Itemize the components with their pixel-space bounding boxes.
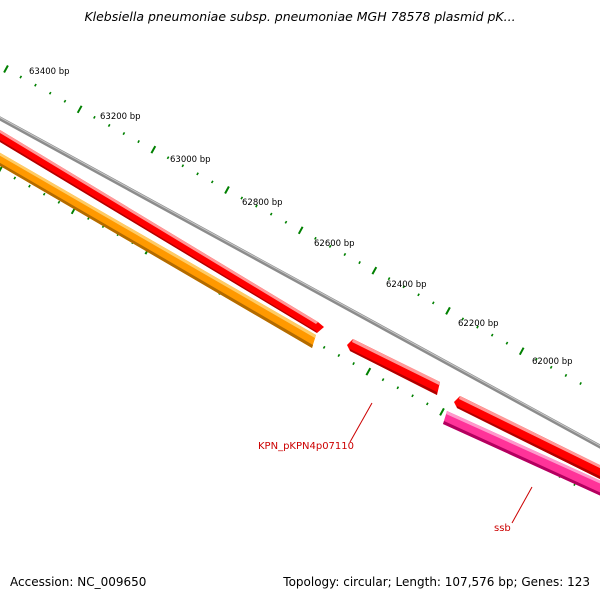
major-tick	[76, 105, 83, 114]
accession-text: Accession: NC_009650	[10, 575, 147, 589]
minor-tick	[240, 196, 244, 200]
minor-tick	[425, 402, 429, 406]
minor-tick	[28, 184, 31, 188]
scale-label-62600: 62600 bp	[314, 239, 355, 249]
minor-tick	[137, 140, 140, 144]
major-tick	[439, 407, 445, 416]
minor-tick	[166, 156, 170, 160]
minor-tick	[431, 301, 435, 305]
minor-tick	[107, 123, 111, 127]
minor-tick	[417, 293, 420, 297]
minor-tick	[564, 373, 568, 377]
minor-tick	[322, 345, 326, 349]
minor-tick	[490, 333, 494, 337]
label-line-KPN-pKPN4p07110	[349, 402, 373, 443]
minor-tick	[328, 244, 332, 248]
major-tick	[297, 226, 304, 235]
scale-label-62200: 62200 bp	[458, 319, 499, 329]
gene-label-KPN-pKPN4p07110: KPN_pKPN4p07110	[258, 441, 354, 452]
minor-tick	[284, 220, 288, 224]
minor-tick	[396, 386, 400, 390]
minor-tick	[337, 353, 341, 357]
minor-tick	[343, 252, 347, 256]
minor-tick	[579, 382, 582, 385]
minor-tick	[535, 357, 538, 361]
minor-tick	[93, 115, 96, 119]
minor-tick	[57, 200, 61, 204]
backbone-line	[0, 116, 600, 449]
major-tick	[371, 266, 378, 275]
scale-label-62000: 62000 bp	[532, 357, 573, 367]
major-tick	[224, 186, 230, 194]
gene-label-ssb: ssb	[494, 523, 511, 534]
scale-label-63200: 63200 bp	[100, 112, 141, 122]
minor-tick	[411, 394, 414, 398]
major-tick	[365, 367, 372, 376]
minor-tick	[476, 325, 479, 329]
gene-orange	[0, 152, 316, 348]
minor-tick	[63, 99, 67, 103]
minor-tick	[181, 164, 185, 168]
minor-tick	[381, 378, 385, 382]
minor-tick	[352, 362, 355, 366]
major-tick	[0, 166, 3, 173]
major-tick	[150, 145, 157, 154]
scale-ticks-outer	[3, 65, 582, 385]
topology-summary: Topology: circular; Length: 107,576 bp; …	[283, 575, 590, 589]
scale-label-62800: 62800 bp	[242, 198, 283, 208]
minor-tick	[461, 317, 465, 321]
minor-tick	[48, 91, 52, 95]
minor-tick	[505, 341, 509, 345]
major-tick	[445, 306, 451, 315]
scale-label-62400: 62400 bp	[386, 280, 427, 290]
minor-tick	[358, 261, 361, 265]
minor-tick	[34, 83, 37, 87]
label-line-ssb	[511, 486, 533, 524]
minor-tick	[402, 285, 406, 289]
minor-tick	[42, 192, 46, 196]
gene-ssb	[443, 411, 600, 496]
minor-tick	[196, 172, 199, 176]
major-tick	[518, 347, 525, 356]
minor-tick	[314, 236, 317, 240]
minor-tick	[269, 212, 273, 216]
minor-tick	[122, 132, 126, 136]
minor-tick	[255, 204, 258, 208]
minor-tick	[549, 365, 553, 369]
map-title: Klebsiella pneumoniae subsp. pneumoniae …	[84, 9, 516, 24]
minor-tick	[13, 176, 17, 180]
minor-tick	[210, 180, 214, 184]
gene-KPN-pKPN4p07110	[347, 339, 440, 395]
minor-tick	[387, 277, 391, 281]
scale-label-63400: 63400 bp	[29, 67, 70, 77]
scale-label-63000: 63000 bp	[170, 155, 211, 165]
minor-tick	[19, 75, 23, 79]
major-tick	[3, 65, 9, 73]
scale-labels: 63400 bp 63200 bp 63000 bp 62800 bp 6260…	[29, 67, 573, 367]
